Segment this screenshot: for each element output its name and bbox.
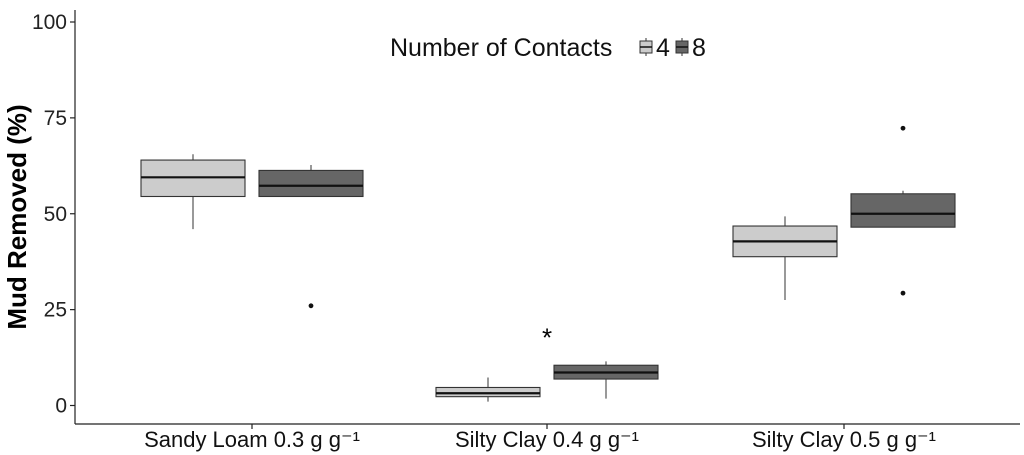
y-tick-label: 0 <box>55 395 67 418</box>
y-axis: 0 25 50 75 100 <box>32 10 76 424</box>
x-tick-label: Sandy Loam 0.3 g g⁻¹ <box>144 427 360 452</box>
box-iqr <box>850 193 956 228</box>
box-8-1 <box>553 361 659 399</box>
box-4-1 <box>435 377 541 402</box>
significance-marker: * <box>542 323 552 353</box>
box-series: * <box>140 125 956 402</box>
legend-key-4: 4 <box>639 34 670 62</box>
box-8-0 <box>258 165 364 309</box>
box-8-2 <box>850 125 956 296</box>
series-4 <box>140 154 838 402</box>
legend-title: Number of Contacts <box>390 34 612 62</box>
series-8 <box>258 125 956 399</box>
legend-entry-label: 4 <box>656 34 670 62</box>
outlier-point <box>900 290 906 296</box>
legend-entry-label: 8 <box>692 34 706 62</box>
y-axis-title: Mud Removed (%) <box>2 104 32 329</box>
legend-key-8: 8 <box>675 34 706 62</box>
x-tick-label: Silty Clay 0.5 g g⁻¹ <box>752 427 936 452</box>
box-4-0 <box>140 154 246 230</box>
box-iqr <box>258 169 364 198</box>
outlier-point <box>900 125 906 131</box>
box-4-2 <box>732 216 838 301</box>
y-tick-label: 75 <box>44 107 67 130</box>
outlier-point <box>308 303 314 309</box>
y-tick-label: 50 <box>44 203 67 226</box>
y-tick-label: 100 <box>32 11 67 34</box>
y-tick-label: 25 <box>44 299 67 322</box>
box-iqr <box>435 386 541 398</box>
x-tick-label: Silty Clay 0.4 g g⁻¹ <box>455 427 639 452</box>
x-axis: Sandy Loam 0.3 g g⁻¹ Silty Clay 0.4 g g⁻¹… <box>75 423 1020 452</box>
